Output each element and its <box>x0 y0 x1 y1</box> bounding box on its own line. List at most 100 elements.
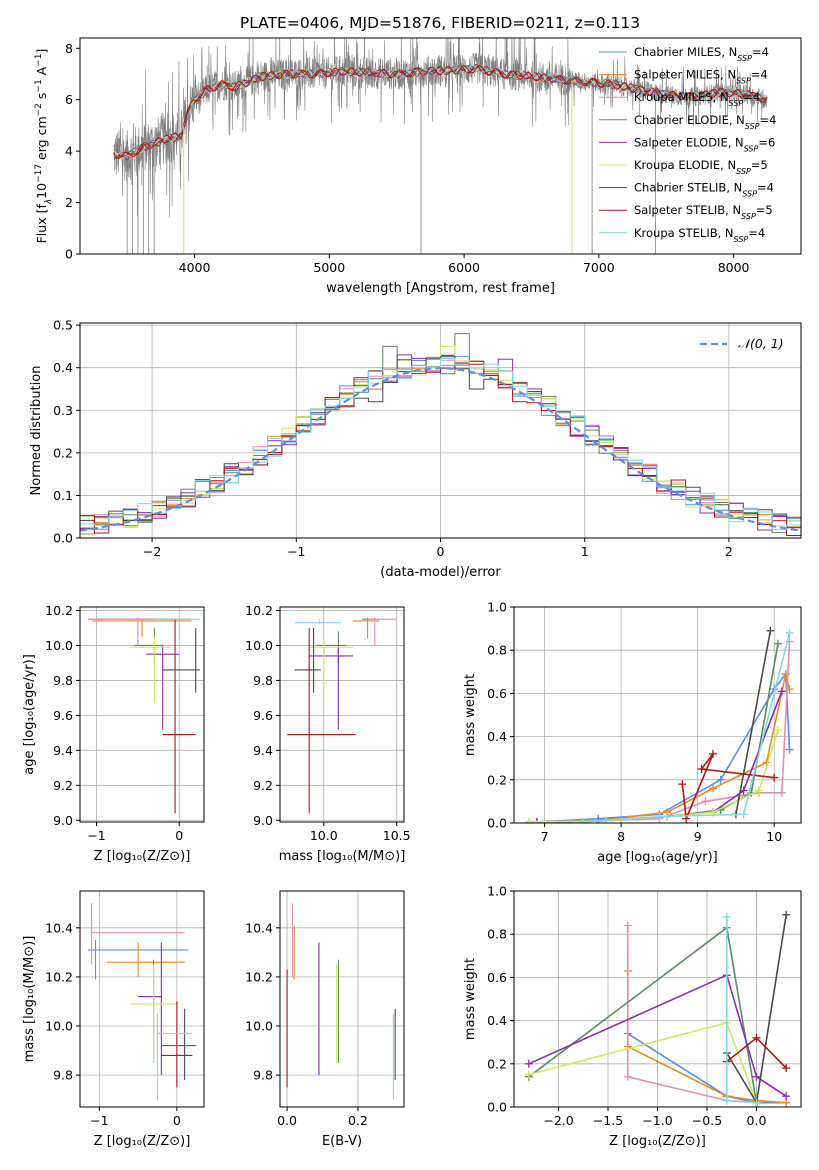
residuals-panel: −2 −1 0 1 2 0.0 0.1 0.2 0.3 0.4 0.5 (data-model)/er… <box>29 318 802 580</box>
y-axis-label: Flux [fλ10−17 erg cm−2 s−1 A−1] <box>34 49 54 244</box>
weight-line-kroupa_stelib <box>582 632 791 823</box>
weight-line-chabrier_stelib <box>735 630 772 815</box>
legend-sub: SSP <box>734 234 749 243</box>
y-tick-label: 1.0 <box>487 884 507 899</box>
x-tick-label: 6000 <box>448 260 480 275</box>
x-tick-label: −1 <box>287 544 305 559</box>
legend-entry-chabrier_miles: Chabrier MILES, NSSP=4 <box>634 45 769 63</box>
legend-name: Salpeter ELODIE, N <box>634 135 744 149</box>
y-tick-label: 10.0 <box>45 638 73 653</box>
plot-area <box>88 617 200 814</box>
x-tick-label: 7000 <box>583 260 615 275</box>
weight-line-chabrier_miles <box>627 1032 787 1104</box>
y-axis-label-part: λ <box>44 199 54 205</box>
legend-sub: SSP <box>744 144 759 153</box>
y-tick-label: 1.0 <box>487 600 507 615</box>
y-tick-label: 0.4 <box>487 729 507 744</box>
y-tick-label: 10.0 <box>45 1019 73 1034</box>
x-tick-label: 2 <box>725 544 733 559</box>
x-tick-label: −2.0 <box>543 1113 573 1128</box>
y-tick-label: 10.4 <box>45 920 73 935</box>
legend-sub: SSP <box>729 99 744 108</box>
legend-entry-salpeter_miles: Salpeter MILES, NSSP=4 <box>634 68 768 86</box>
legend-name: Kroupa STELIB, N <box>634 226 734 240</box>
y-tick-label: 9.0 <box>53 813 73 828</box>
y-tick-label: 9.2 <box>53 778 73 793</box>
x-axis-label: Z [log₁₀(Z/Z⊙)] <box>94 1134 191 1149</box>
x-tick-label: 0.0 <box>277 1113 297 1128</box>
legend-entry-kroupa_miles: Kroupa MILES, NSSP=4 <box>634 90 760 108</box>
plot-area <box>287 617 397 814</box>
legend-count: =4 <box>760 113 777 127</box>
y-tick-label: 9.8 <box>53 673 73 688</box>
y-tick-label: 8 <box>65 41 73 56</box>
legend-name: Chabrier MILES, N <box>634 45 737 59</box>
x-tick-label: −1 <box>87 828 105 843</box>
legend-sub: SSP <box>737 54 752 63</box>
legend-sub: SSP <box>741 212 756 221</box>
y-tick-label: 10.0 <box>245 1019 273 1034</box>
x-tick-label: −2 <box>143 544 161 559</box>
legend-count: =4 <box>752 45 769 59</box>
y-tick-label: 0.2 <box>53 445 73 460</box>
x-tick-label: 0 <box>437 544 445 559</box>
legend-name: Kroupa MILES, N <box>634 90 729 104</box>
x-tick-label: 10.0 <box>310 828 338 843</box>
x-tick-label: 7 <box>541 829 549 844</box>
legend-sub: SSP <box>745 121 760 130</box>
legend-entry-salpeter_elodie: Salpeter ELODIE, NSSP=6 <box>634 135 775 153</box>
y-axis-label-part: Flux [f <box>34 204 49 244</box>
legend-count: =4 <box>748 226 765 240</box>
y-tick-label: 10.2 <box>45 603 73 618</box>
y-tick-label: 0.0 <box>487 1100 507 1115</box>
y-axis-label-part: 10 <box>34 183 49 199</box>
x-tick-label: 4000 <box>179 260 211 275</box>
y-tick-label: 4 <box>65 144 73 159</box>
spectrum-plot-area <box>113 38 768 254</box>
y-tick-label: 9.6 <box>53 708 73 723</box>
y-tick-label: 10.2 <box>245 969 273 984</box>
x-tick-label: 10.5 <box>383 828 411 843</box>
plot-area <box>524 910 791 1107</box>
x-tick-label: 10 <box>766 829 782 844</box>
y-axis-label-part: ] <box>34 49 49 54</box>
figure-title: PLATE=0406, MJD=51876, FIBERID=0211, z=0… <box>240 14 640 32</box>
x-tick-label: 9 <box>694 829 702 844</box>
legend-entry-chabrier_elodie: Chabrier ELODIE, NSSP=4 <box>634 113 776 131</box>
y-axis-label-part: −1 <box>34 79 44 92</box>
model-spectrum-salpeter-stelib-top <box>113 64 768 159</box>
axes-frame <box>513 606 802 824</box>
legend-name: Chabrier STELIB, N <box>634 181 742 195</box>
legend-count: =4 <box>757 181 774 195</box>
x-axis-label: wavelength [Angstrom, rest frame] <box>326 281 555 296</box>
y-axis-label: Normed distribution <box>29 366 44 496</box>
y-tick-label: 10.2 <box>45 969 73 984</box>
y-tick-label: 0.2 <box>487 772 507 787</box>
legend-sub: SSP <box>736 167 751 176</box>
y-tick-label: 9.8 <box>253 673 273 688</box>
y-tick-label: 6 <box>65 92 73 107</box>
x-tick-label: 5000 <box>313 260 345 275</box>
gaussian-curve <box>80 367 801 532</box>
x-tick-label: −0.5 <box>692 1113 722 1128</box>
legend-count: =6 <box>758 135 775 149</box>
x-tick-label: 8000 <box>718 260 750 275</box>
x-axis-label: Z [log₁₀(Z/Z⊙)] <box>94 849 191 864</box>
y-tick-label: 9.8 <box>53 1068 73 1083</box>
y-tick-label: 0.0 <box>53 531 73 546</box>
weight-vs-metallicity-panel: −2.0 −1.5 −1.0 −0.5 0.0 0.0 0.2 0.4 0.6 0.8 1.0 Z [… <box>463 884 802 1149</box>
legend-count: =4 <box>751 68 768 82</box>
y-tick-label: 0.8 <box>487 927 507 942</box>
legend-name: Chabrier ELODIE, N <box>634 113 745 127</box>
histogram-area <box>80 333 801 538</box>
y-tick-label: 0.2 <box>487 1056 507 1071</box>
legend-sub: SSP <box>736 76 751 85</box>
y-tick-label: 9.6 <box>253 708 273 723</box>
x-tick-label: 0.0 <box>747 1113 767 1128</box>
x-axis-label: (data-model)/error <box>380 565 501 580</box>
y-tick-label: 0.3 <box>53 403 73 418</box>
y-tick-label: 9.2 <box>253 778 273 793</box>
x-tick-label: 0 <box>173 1113 181 1128</box>
axes-frame <box>279 890 405 1108</box>
